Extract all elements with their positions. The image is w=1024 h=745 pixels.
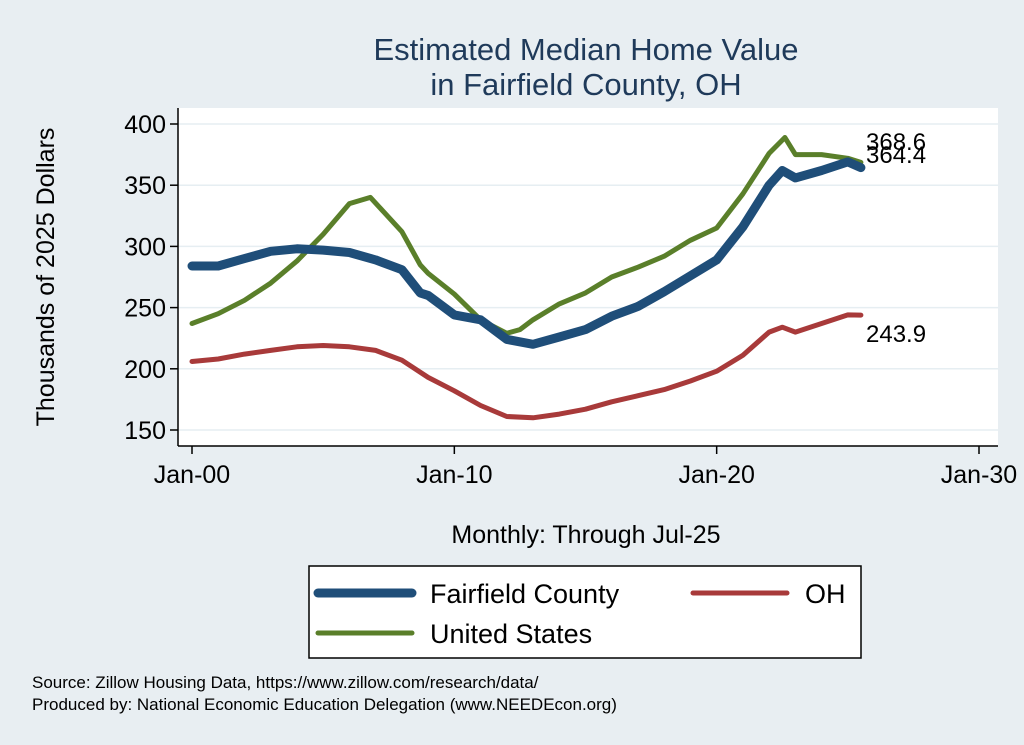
series-layer	[187, 135, 866, 421]
series-line-oh	[189, 312, 864, 421]
y-tick-label: 300	[124, 233, 166, 261]
x-tick-label: Jan-30	[941, 461, 1017, 489]
x-tick-label: Jan-10	[416, 461, 492, 489]
series-line-fairfield-county	[187, 157, 866, 349]
producer-text: Produced by: National Economic Education…	[32, 695, 617, 714]
source-text: Source: Zillow Housing Data, https://www…	[32, 673, 539, 692]
legend-label-fairfield-county: Fairfield County	[430, 579, 620, 609]
end-label-fairfield-county: 364.4	[866, 142, 926, 169]
x-tick-label: Jan-00	[154, 461, 230, 489]
series-line-united-states	[189, 135, 864, 336]
y-tick-label: 150	[124, 417, 166, 445]
y-axis-title: Thousands of 2025 Dollars	[32, 128, 60, 427]
y-tick-label: 400	[124, 111, 166, 139]
x-tick-label: Jan-20	[678, 461, 754, 489]
chart-title-line2: in Fairfield County, OH	[430, 67, 741, 102]
legend-box	[308, 565, 862, 659]
legend-label-oh: OH	[805, 579, 846, 609]
axis-layer: 150 200 250 300 350 400 Jan-00 Jan-10 Jan-20 Jan-…	[124, 108, 1017, 489]
y-tick-label: 200	[124, 356, 166, 384]
end-label-united-states: 368.6	[866, 129, 926, 156]
chart-title-line1: Estimated Median Home Value	[373, 32, 798, 67]
label-layer: 364.4 243.9 368.6	[866, 129, 926, 348]
legend-label-united-states: United States	[430, 619, 592, 649]
y-tick-label: 350	[124, 172, 166, 200]
legend: Fairfield County OH United States	[313, 579, 846, 649]
end-label-oh: 243.9	[866, 321, 926, 348]
y-tick-label: 250	[124, 295, 166, 323]
x-axis-title: Monthly: Through Jul-25	[451, 521, 720, 549]
